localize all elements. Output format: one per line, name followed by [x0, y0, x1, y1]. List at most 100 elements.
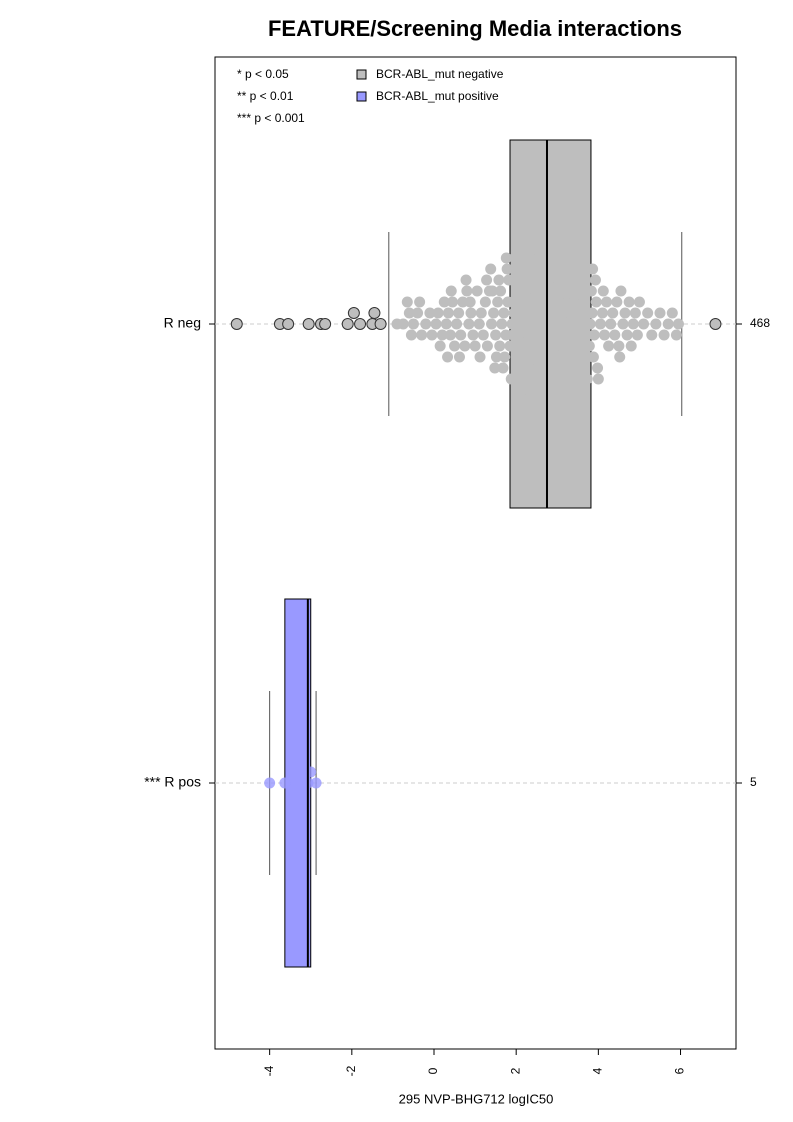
data-point	[426, 329, 438, 341]
data-point	[551, 329, 563, 341]
y-tick-label: R neg	[164, 315, 201, 331]
data-point	[529, 318, 541, 330]
data-point	[495, 285, 507, 297]
data-point	[412, 307, 424, 319]
data-point	[565, 274, 577, 286]
data-point	[440, 318, 452, 330]
data-point	[586, 307, 598, 319]
data-point	[282, 318, 295, 330]
data-point	[551, 307, 563, 319]
data-point	[533, 329, 545, 341]
data-point	[302, 318, 315, 330]
data-point	[555, 362, 567, 374]
data-point	[537, 340, 549, 352]
x-tick-label: 2	[508, 1067, 522, 1074]
data-point	[633, 296, 645, 308]
data-point	[587, 351, 599, 363]
data-point	[463, 318, 475, 330]
data-point	[545, 296, 557, 308]
data-point	[455, 329, 467, 341]
data-point	[605, 318, 617, 330]
data-point	[629, 307, 641, 319]
data-point	[467, 329, 479, 341]
data-point	[658, 329, 670, 341]
data-point	[569, 263, 581, 275]
data-point	[442, 351, 454, 363]
data-point	[481, 340, 493, 352]
data-point	[584, 318, 596, 330]
count-label: 468	[750, 316, 770, 330]
data-point	[574, 307, 586, 319]
data-point	[497, 362, 509, 374]
data-point	[590, 296, 602, 308]
data-point	[279, 777, 291, 789]
data-point	[506, 318, 518, 330]
data-point	[567, 362, 579, 374]
legend-label: BCR-ABL_mut negative	[376, 67, 504, 81]
p-value-note: ** p < 0.01	[237, 89, 294, 103]
data-point	[503, 274, 515, 286]
data-point	[539, 395, 551, 407]
data-point	[438, 296, 450, 308]
data-point	[310, 777, 322, 789]
data-point	[581, 373, 593, 385]
data-point	[494, 340, 506, 352]
data-point	[518, 241, 530, 253]
data-point	[518, 318, 530, 330]
data-point	[517, 285, 529, 297]
data-point	[534, 274, 546, 286]
data-point	[550, 318, 562, 330]
data-point	[576, 329, 588, 341]
data-point	[646, 329, 658, 341]
data-point	[650, 318, 662, 330]
data-point	[424, 307, 436, 319]
data-point	[549, 241, 561, 253]
data-point	[453, 351, 465, 363]
data-point	[496, 318, 508, 330]
data-point	[578, 296, 590, 308]
data-point	[571, 373, 583, 385]
data-point	[531, 307, 543, 319]
data-point	[459, 340, 471, 352]
data-point	[527, 340, 539, 352]
data-point	[587, 263, 599, 275]
data-point	[526, 230, 538, 242]
data-point	[566, 329, 578, 341]
data-point	[465, 307, 477, 319]
data-point	[493, 274, 505, 286]
x-tick-label: 6	[673, 1067, 687, 1074]
data-point	[523, 329, 535, 341]
y-tick-label: *** R pos	[144, 774, 201, 790]
data-point	[436, 329, 448, 341]
data-point	[583, 340, 595, 352]
data-point	[575, 274, 587, 286]
data-point	[485, 263, 497, 275]
data-point	[621, 329, 633, 341]
data-point	[498, 307, 510, 319]
data-point	[414, 296, 426, 308]
data-point	[368, 307, 381, 319]
data-point	[638, 318, 650, 330]
data-point	[662, 318, 674, 330]
x-tick-label: -2	[344, 1065, 358, 1076]
data-point	[445, 285, 457, 297]
data-point	[449, 340, 461, 352]
data-point	[532, 351, 544, 363]
data-point	[709, 318, 722, 330]
data-point	[609, 329, 621, 341]
data-point	[416, 329, 428, 341]
data-point	[516, 384, 528, 396]
data-point	[490, 329, 502, 341]
data-point	[594, 318, 606, 330]
data-point	[469, 340, 481, 352]
data-point	[570, 340, 582, 352]
count-label: 5	[750, 775, 757, 789]
data-point	[481, 274, 493, 286]
data-point	[501, 263, 513, 275]
data-point	[530, 241, 542, 253]
data-point	[264, 777, 276, 789]
data-point	[666, 307, 678, 319]
data-point	[488, 307, 500, 319]
data-point	[578, 252, 590, 264]
